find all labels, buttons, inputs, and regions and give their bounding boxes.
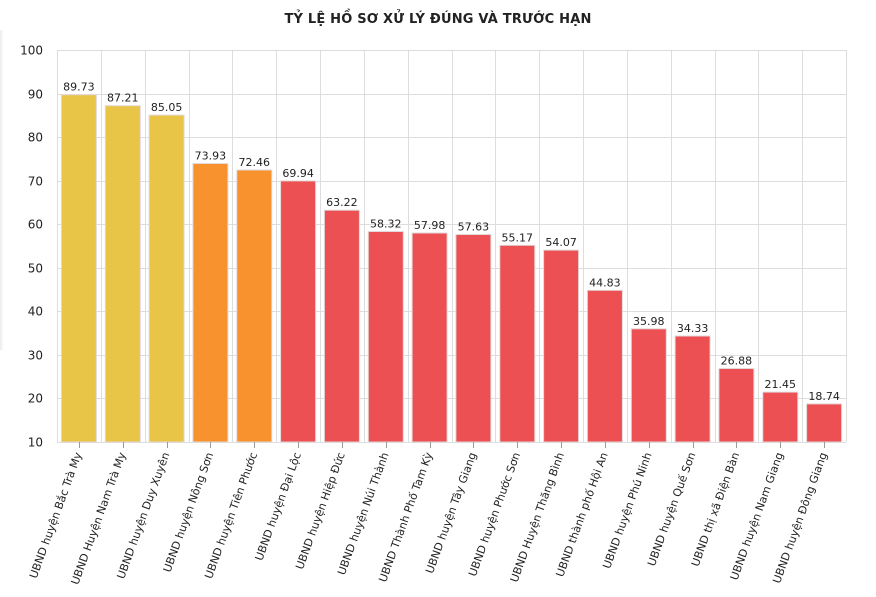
- bar: [455, 234, 492, 443]
- bar-value-label: 87.21: [107, 92, 139, 105]
- y-tick-label: 30: [28, 349, 43, 363]
- bar: [718, 368, 755, 443]
- bar-value-label: 57.63: [458, 221, 490, 234]
- x-category-label: UBND huyện Nông Sơn: [161, 451, 217, 574]
- y-tick-label: 60: [28, 218, 43, 232]
- bar-value-label: 18.74: [808, 390, 840, 403]
- y-tick-label: 90: [28, 88, 43, 102]
- x-category-label: UBND huyện Đại Lộc: [253, 451, 304, 563]
- bar: [367, 231, 404, 443]
- y-axis: 10 20 30 40 50 60 70 80 90 100: [20, 44, 43, 450]
- bar: [586, 289, 623, 443]
- bar: [236, 169, 273, 443]
- y-tick-label: 10: [28, 436, 43, 450]
- left-edge-shadow: [0, 30, 4, 350]
- y-tick-label: 70: [28, 175, 43, 189]
- bar-value-label: 58.32: [370, 218, 402, 231]
- y-tick-label: 100: [20, 44, 43, 58]
- bar-value-label: 57.98: [414, 219, 446, 232]
- bar: [148, 114, 185, 443]
- bar: [192, 163, 229, 443]
- bar: [323, 209, 360, 443]
- bar-value-label: 63.22: [326, 196, 358, 209]
- x-category-label: UBND huyện Tây Giang: [423, 451, 479, 576]
- bar: [411, 232, 448, 443]
- bar-value-label: 72.46: [239, 156, 271, 169]
- bar-value-label: 69.94: [282, 167, 314, 180]
- x-category-label: UBND huyện Quế Sơn: [645, 451, 698, 568]
- bars: [60, 94, 843, 443]
- bar-value-label: 21.45: [765, 378, 797, 391]
- x-category-label: UBND huyện Hiệp Đức: [293, 451, 347, 572]
- bar: [630, 328, 667, 443]
- bar-value-label: 73.93: [195, 150, 227, 163]
- bar-value-label: 34.33: [677, 322, 709, 335]
- grid: [57, 50, 847, 443]
- value-labels: 89.73 87.21 85.05 73.93 72.46 69.94 63.22 58.32…: [63, 81, 840, 403]
- y-tick-label: 20: [28, 392, 43, 406]
- bar: [60, 94, 97, 443]
- bar: [762, 391, 799, 443]
- bar-value-label: 89.73: [63, 81, 95, 94]
- bar-value-label: 55.17: [502, 231, 534, 244]
- y-tick-label: 80: [28, 131, 43, 145]
- chart-title: TỶ LỆ HỒ SƠ XỬ LÝ ĐÚNG VÀ TRƯỚC HẠN: [284, 12, 592, 27]
- y-tick-label: 40: [28, 305, 43, 319]
- x-category-label: UBND thị xã Điện Bàn: [689, 451, 742, 569]
- bar: [499, 244, 536, 443]
- y-tick-label: 50: [28, 262, 43, 276]
- bar-value-label: 35.98: [633, 315, 665, 328]
- x-category-label: UBND huyện Tiên Phước: [202, 451, 260, 581]
- bar-value-label: 85.05: [151, 101, 183, 114]
- bar: [674, 335, 711, 443]
- bar: [104, 105, 141, 443]
- bar: [806, 403, 843, 443]
- bar: [280, 180, 317, 443]
- bar-value-label: 54.07: [545, 236, 577, 249]
- bar-value-label: 44.83: [589, 276, 621, 289]
- x-category-label: UBND huyện Phú Ninh: [600, 451, 654, 571]
- bar: [543, 249, 580, 443]
- bar-value-label: 26.88: [721, 355, 753, 368]
